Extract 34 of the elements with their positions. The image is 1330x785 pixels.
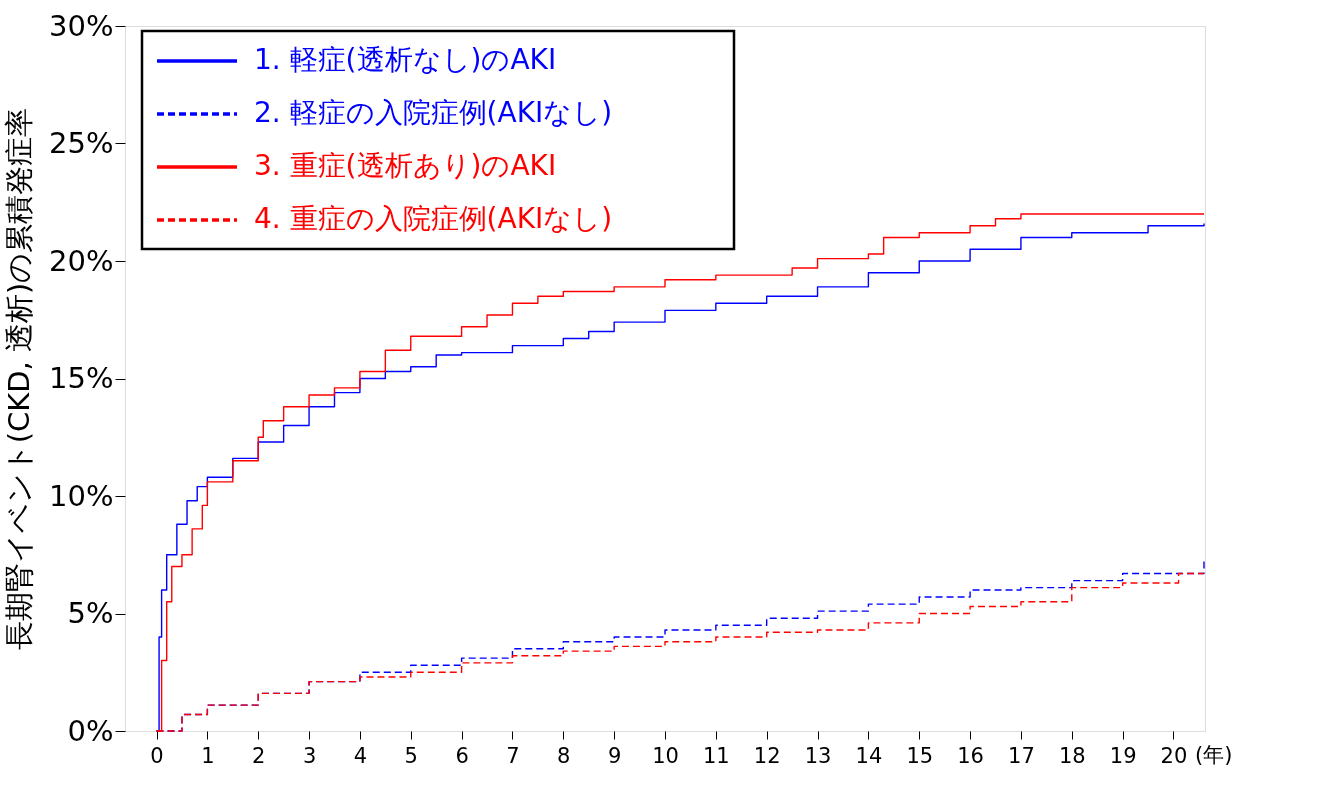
x-tick-label: 14 xyxy=(855,743,883,768)
x-tick-label: 18 xyxy=(1058,743,1086,768)
y-tick-label: 0% xyxy=(67,713,114,748)
x-tick-label: 4 xyxy=(353,743,368,768)
x-tick-label: 3 xyxy=(302,743,317,768)
x-tick-label: 19 xyxy=(1109,743,1137,768)
x-tick-label: 0 xyxy=(150,743,164,768)
x-tick-label: 1 xyxy=(201,743,215,768)
x-tick-label: 10 xyxy=(652,743,679,768)
y-tick-label: 15% xyxy=(49,361,114,395)
x-tick-label: 7 xyxy=(506,743,520,768)
x-tick-label: 2 xyxy=(252,743,266,768)
y-tick-label: 30% xyxy=(49,8,114,43)
x-tick-label: 15 xyxy=(906,743,934,768)
y-axis-title: 長期腎イベント(CKD, 透析)の累積発症率 xyxy=(2,107,37,651)
x-tick-label: 11 xyxy=(702,743,730,768)
x-tick-label: 9 xyxy=(607,743,622,768)
x-tick-label: 6 xyxy=(455,743,469,768)
x-tick-label: 12 xyxy=(753,743,781,768)
x-tick-label: 17 xyxy=(1008,743,1035,768)
legend-label: 1. 軽症(透析なし)のAKI xyxy=(254,43,557,76)
x-tick-label: 16 xyxy=(957,743,984,768)
y-tick-label: 25% xyxy=(49,126,114,160)
legend-label: 3. 重症(透析あり)のAKI xyxy=(254,149,557,182)
x-tick-label: 20 xyxy=(1160,743,1188,768)
legend-label: 4. 重症の入院症例(AKIなし) xyxy=(254,202,613,235)
x-tick-label: 8 xyxy=(557,743,571,768)
x-tick-label: 5 xyxy=(404,743,418,768)
legend-label: 2. 軽症の入院症例(AKIなし) xyxy=(254,96,613,129)
x-tick-label: 13 xyxy=(804,743,832,768)
x-axis-title: (年) xyxy=(1195,743,1233,767)
y-tick-label: 10% xyxy=(49,478,114,513)
y-tick-label: 20% xyxy=(49,243,114,278)
y-tick-label: 5% xyxy=(67,596,114,630)
